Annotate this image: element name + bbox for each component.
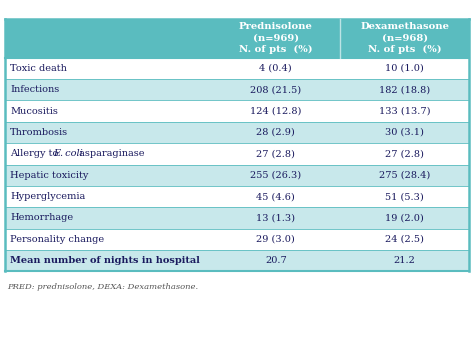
Bar bbox=[5, 79, 469, 100]
Bar bbox=[5, 250, 469, 271]
Text: E: E bbox=[54, 149, 61, 158]
Text: Personality change: Personality change bbox=[10, 235, 104, 244]
Text: Hemorrhage: Hemorrhage bbox=[10, 213, 73, 222]
Text: Prednisolone
(n=969)
N. of pts  (%): Prednisolone (n=969) N. of pts (%) bbox=[239, 22, 313, 54]
Text: 21.2: 21.2 bbox=[394, 256, 416, 265]
Text: 30 (3.1): 30 (3.1) bbox=[385, 128, 424, 137]
Text: 10 (1.0): 10 (1.0) bbox=[385, 64, 424, 73]
Text: 255 (26.3): 255 (26.3) bbox=[250, 171, 301, 180]
Text: 124 (12.8): 124 (12.8) bbox=[250, 107, 301, 116]
Text: Allergy to: Allergy to bbox=[10, 149, 62, 158]
Text: 133 (13.7): 133 (13.7) bbox=[379, 107, 430, 116]
Bar bbox=[5, 207, 469, 229]
Text: asparaginase: asparaginase bbox=[76, 149, 145, 158]
Bar bbox=[5, 186, 469, 207]
Text: 13 (1.3): 13 (1.3) bbox=[256, 213, 295, 222]
Bar bbox=[5, 143, 469, 165]
Text: Infections: Infections bbox=[10, 85, 60, 94]
Text: 208 (21.5): 208 (21.5) bbox=[250, 85, 301, 94]
Text: coli: coli bbox=[63, 149, 83, 158]
Bar bbox=[5, 19, 469, 58]
Bar bbox=[5, 58, 469, 79]
Text: Toxic death: Toxic death bbox=[10, 64, 67, 73]
Text: 4 (0.4): 4 (0.4) bbox=[259, 64, 292, 73]
Text: 20.7: 20.7 bbox=[265, 256, 287, 265]
Text: 19 (2.0): 19 (2.0) bbox=[385, 213, 424, 222]
Text: 27 (2.8): 27 (2.8) bbox=[256, 149, 295, 158]
Text: 275 (28.4): 275 (28.4) bbox=[379, 171, 430, 180]
Text: Hyperglycemia: Hyperglycemia bbox=[10, 192, 86, 201]
Text: PRED: prednisolone, DEXA: Dexamethasone.: PRED: prednisolone, DEXA: Dexamethasone. bbox=[7, 283, 198, 291]
Text: 51 (5.3): 51 (5.3) bbox=[385, 192, 424, 201]
Bar bbox=[5, 100, 469, 122]
Text: 27 (2.8): 27 (2.8) bbox=[385, 149, 424, 158]
Text: 24 (2.5): 24 (2.5) bbox=[385, 235, 424, 244]
Text: Mean number of nights in hospital: Mean number of nights in hospital bbox=[10, 256, 200, 265]
Text: Mucositis: Mucositis bbox=[10, 107, 58, 116]
Text: 28 (2.9): 28 (2.9) bbox=[256, 128, 295, 137]
Text: Thrombosis: Thrombosis bbox=[10, 128, 68, 137]
Bar bbox=[5, 122, 469, 143]
Text: 45 (4.6): 45 (4.6) bbox=[256, 192, 295, 201]
Bar bbox=[5, 229, 469, 250]
Text: Hepatic toxicity: Hepatic toxicity bbox=[10, 171, 89, 180]
Text: 29 (3.0): 29 (3.0) bbox=[256, 235, 295, 244]
Text: Dexamethasone
(n=968)
N. of pts  (%): Dexamethasone (n=968) N. of pts (%) bbox=[360, 22, 449, 54]
Text: 182 (18.8): 182 (18.8) bbox=[379, 85, 430, 94]
Text: .: . bbox=[59, 149, 62, 158]
Bar bbox=[5, 165, 469, 186]
